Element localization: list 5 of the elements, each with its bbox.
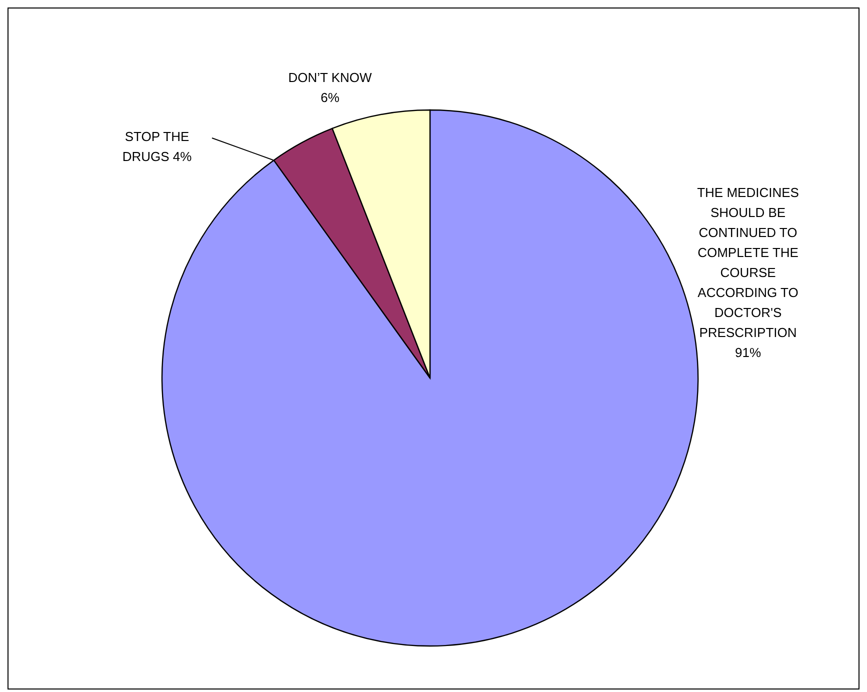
legend-label: STOP THE DRUGS 4% [122, 129, 192, 164]
slice-label: DON’T KNOW [288, 70, 372, 85]
slice-label: THE MEDICINES SHOULD BE CONTINUED TO COMPLETE THE COURSE ACCORDING TO DOCTOR'S PRESCRIPTION [697, 185, 800, 340]
data-label: 6% [320, 90, 340, 105]
data-label: 91% [734, 345, 762, 360]
